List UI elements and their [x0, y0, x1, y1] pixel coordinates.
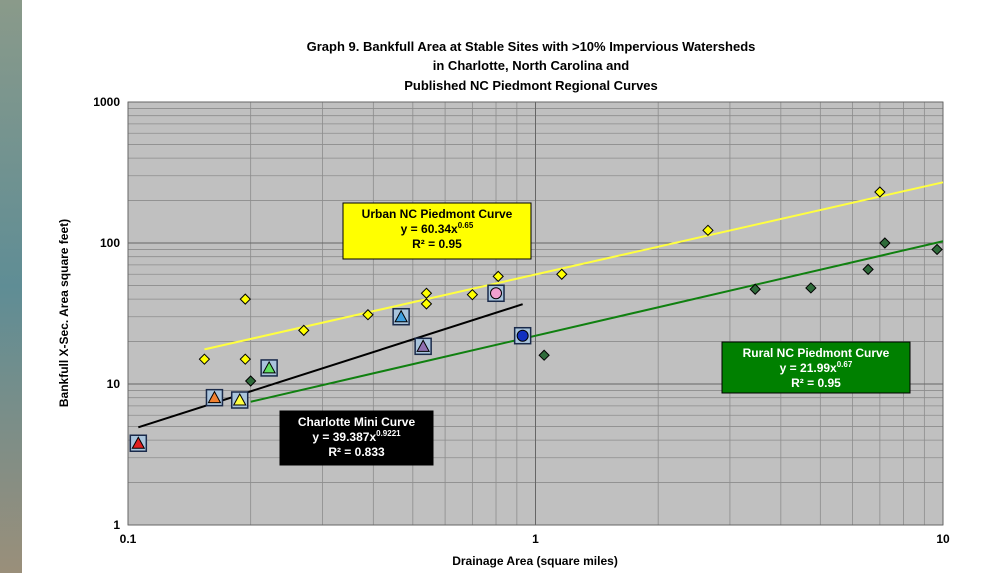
chart-title: Graph 9. Bankfull Area at Stable Sites w…	[307, 39, 756, 54]
annotation-title: Rural NC Piedmont Curve	[743, 346, 890, 360]
equation-text: y = 39.387x	[312, 430, 376, 444]
x-axis-label: Drainage Area (square miles)	[452, 554, 618, 568]
marker-inner	[517, 330, 528, 341]
annotation-title: Charlotte Mini Curve	[298, 415, 416, 429]
chart-title: in Charlotte, North Carolina and	[433, 58, 630, 73]
equation-text: y = 60.34x	[401, 222, 458, 236]
y-tick-label: 1	[113, 518, 120, 532]
data-point	[130, 435, 146, 451]
y-tick-label: 1000	[93, 95, 120, 109]
y-tick-label: 10	[107, 377, 121, 391]
annotation-r2: R² = 0.833	[328, 445, 385, 459]
background-edge	[0, 0, 22, 573]
equation-text: y = 21.99x	[780, 361, 837, 375]
chart-title: Published NC Piedmont Regional Curves	[404, 78, 658, 93]
x-tick-label: 10	[936, 532, 950, 546]
annotation-title: Urban NC Piedmont Curve	[362, 207, 513, 221]
data-point	[261, 360, 277, 376]
equation-exponent: 0.65	[458, 221, 474, 230]
data-point	[515, 328, 531, 344]
y-tick-label: 100	[100, 236, 120, 250]
data-point	[206, 390, 222, 406]
equation-exponent: 0.9221	[376, 429, 401, 438]
equation-exponent: 0.67	[837, 360, 853, 369]
marker-inner	[491, 288, 502, 299]
data-point	[232, 392, 248, 408]
x-tick-label: 0.1	[120, 532, 137, 546]
chart: Graph 9. Bankfull Area at Stable Sites w…	[0, 0, 994, 573]
annotation-r2: R² = 0.95	[412, 237, 462, 251]
data-point	[415, 338, 431, 354]
y-axis-label: Bankfull X-Sec. Area square feet)	[57, 219, 71, 407]
annotation-r2: R² = 0.95	[791, 376, 841, 390]
x-tick-label: 1	[532, 532, 539, 546]
data-point	[393, 309, 409, 325]
data-point	[488, 285, 504, 301]
